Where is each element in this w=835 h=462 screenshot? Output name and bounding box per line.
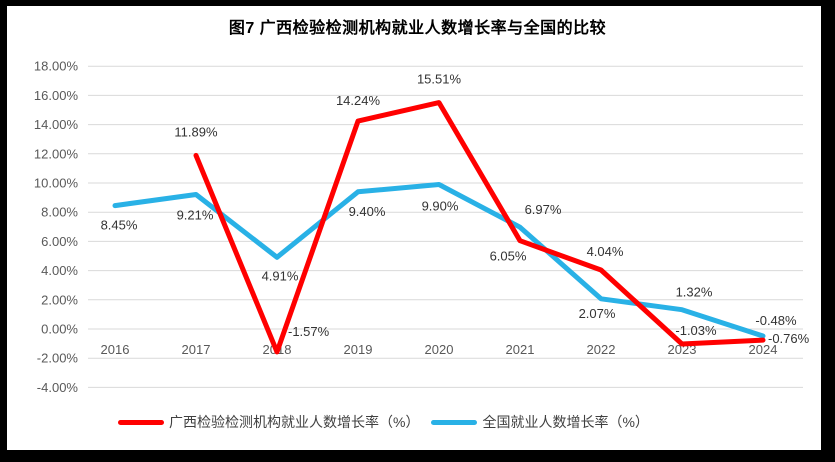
x-axis-tick-label: 2019	[344, 342, 373, 357]
x-axis-tick-label: 2017	[182, 342, 211, 357]
y-axis-tick-label: -2.00%	[37, 351, 79, 366]
x-axis-tick-label: 2024	[749, 342, 778, 357]
y-axis-tick-label: 10.00%	[34, 176, 79, 191]
y-axis-tick-label: 0.00%	[41, 322, 78, 337]
data-label: 4.91%	[262, 268, 299, 283]
legend-label-national: 全国就业人数增长率（%）	[482, 414, 649, 430]
legend-item-guangxi: 广西检验检测机构就业人数增长率（%）	[118, 412, 419, 432]
y-axis-tick-label: 18.00%	[34, 59, 79, 74]
data-label: 14.24%	[336, 93, 381, 108]
legend-label-guangxi: 广西检验检测机构就业人数增长率（%）	[169, 414, 420, 430]
data-label: 6.05%	[490, 249, 527, 264]
x-axis-tick-label: 2022	[587, 342, 616, 357]
data-label: 2.07%	[579, 306, 616, 321]
y-axis-tick-label: 6.00%	[41, 234, 78, 249]
data-label: 9.40%	[349, 204, 386, 219]
legend-item-national: 全国就业人数增长率（%）	[431, 412, 649, 432]
data-label: 8.45%	[101, 218, 138, 233]
data-label: 15.51%	[417, 72, 462, 87]
y-axis-tick-label: 14.00%	[34, 117, 79, 132]
data-label: -0.76%	[768, 331, 810, 346]
data-label: -1.03%	[675, 323, 717, 338]
legend-swatch-national-icon	[431, 419, 478, 425]
legend-swatch-guangxi-icon	[118, 419, 164, 425]
series-line-guangxi	[193, 100, 766, 355]
y-axis-tick-label: 2.00%	[41, 292, 78, 307]
x-axis-tick-label: 2021	[506, 342, 535, 357]
data-label: 6.97%	[525, 202, 562, 217]
y-axis-tick-label: 4.00%	[41, 263, 78, 278]
legend: 广西检验检测机构就业人数增长率（%） 全国就业人数增长率（%）	[118, 412, 649, 432]
data-label: 4.04%	[587, 244, 624, 259]
x-axis-tick-label: 2016	[101, 342, 130, 357]
y-axis-tick-label: 8.00%	[41, 205, 78, 220]
y-axis-tick-label: 12.00%	[34, 146, 79, 161]
data-label: 9.90%	[422, 198, 459, 213]
data-label: -1.57%	[288, 324, 330, 339]
data-label: 11.89%	[174, 124, 218, 139]
y-axis-tick-label: 16.00%	[34, 88, 79, 103]
data-label: 1.32%	[676, 285, 713, 300]
x-axis-tick-label: 2020	[425, 342, 454, 357]
data-label: -0.48%	[755, 313, 797, 328]
chart-title: 图7 广西检验检测机构就业人数增长率与全国的比较	[228, 20, 607, 37]
data-label: 9.21%	[177, 208, 214, 223]
y-axis-tick-label: -4.00%	[37, 380, 79, 395]
